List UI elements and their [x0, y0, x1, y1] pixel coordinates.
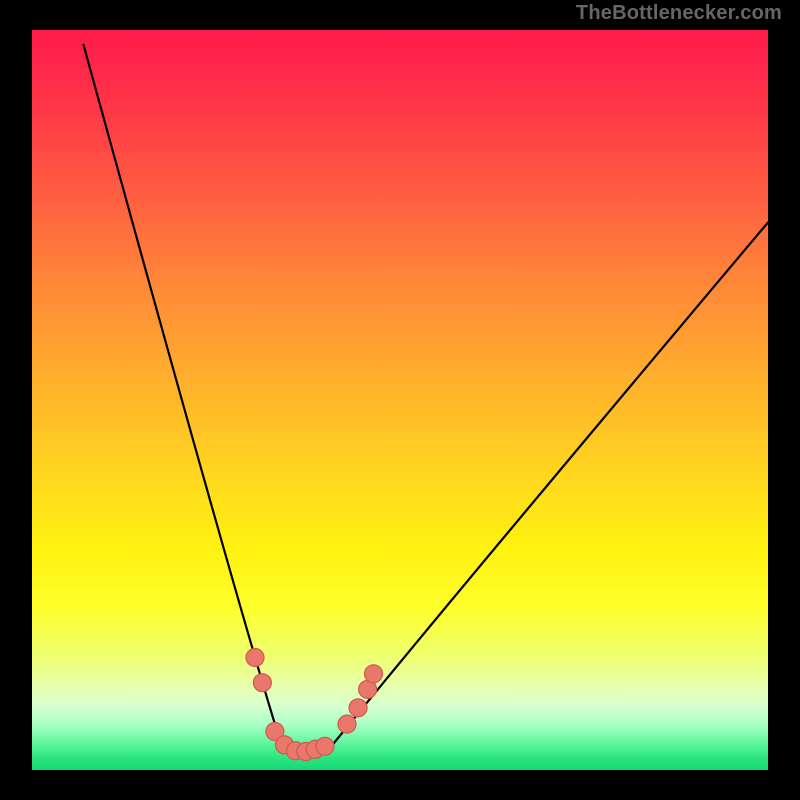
data-marker [316, 737, 334, 755]
data-marker [365, 665, 383, 683]
data-marker [246, 649, 264, 667]
data-marker [253, 674, 271, 692]
curve-layer [0, 0, 800, 800]
right-curve [330, 222, 768, 747]
data-marker [338, 715, 356, 733]
left-curve [84, 45, 283, 748]
data-marker [349, 699, 367, 717]
chart-container: TheBottlenecker.com [0, 0, 800, 800]
watermark-text: TheBottlenecker.com [576, 2, 782, 25]
